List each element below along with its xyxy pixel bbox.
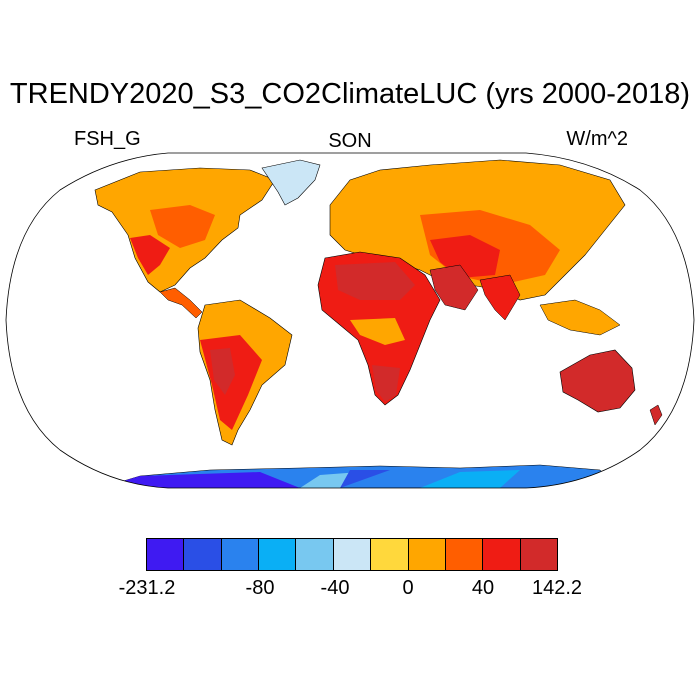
map-title: TRENDY2020_S3_CO2ClimateLUC (yrs 2000-20… — [9, 78, 691, 110]
colorbar-cell — [520, 539, 557, 570]
colorbar-cell — [147, 539, 185, 570]
units-label: W/m^2 — [566, 128, 628, 150]
colorbar-cell — [483, 539, 521, 570]
colorbar-tick-label: -40 — [320, 577, 350, 599]
colorbar-cell — [296, 539, 334, 570]
colorbar-tick-label: -80 — [245, 577, 275, 599]
australia — [559, 349, 636, 413]
colorbar-cell — [333, 539, 372, 570]
colorbar-tick-label: -231.2 — [118, 577, 176, 599]
colorbar-cell — [184, 539, 222, 570]
colorbar-cell — [445, 539, 484, 570]
colorbar-cell — [259, 539, 297, 570]
season-label: SON — [328, 130, 372, 152]
colorbar-cell — [408, 539, 446, 570]
colorbar-tick-label: 0 — [402, 577, 414, 599]
colorbar — [146, 538, 558, 571]
variable-label: FSH_G — [74, 128, 141, 150]
colorbar-tick-label: 142.2 — [531, 577, 583, 599]
colorbar-tick-label: 40 — [471, 577, 495, 599]
greenland — [261, 159, 321, 206]
colorbar-cell — [221, 539, 260, 570]
map-outline — [5, 152, 695, 489]
colorbar-cell — [371, 539, 409, 570]
